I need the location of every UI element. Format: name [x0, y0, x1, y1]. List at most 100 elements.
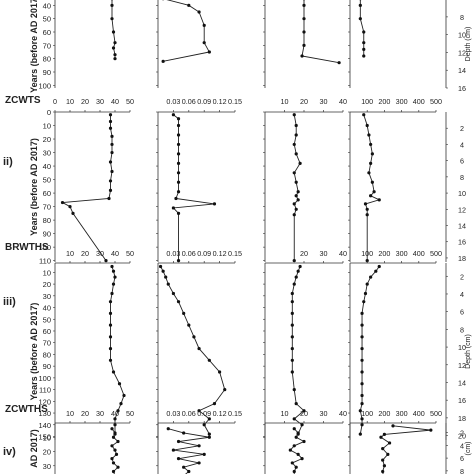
data-point: [110, 134, 114, 138]
data-point: [176, 259, 181, 263]
year-tick-label: 130: [38, 409, 51, 418]
depth-tick-label: 16: [458, 238, 466, 247]
x-tick-label: 300: [396, 249, 408, 258]
data-point: [358, 17, 362, 21]
panel-number: iii): [3, 296, 16, 308]
data-point: [117, 382, 122, 386]
depth-tick-label: 8: [460, 325, 464, 334]
data-point: [171, 113, 175, 117]
data-point: [176, 123, 181, 128]
series-line: [111, 0, 116, 59]
data-point: [296, 198, 300, 202]
data-point: [174, 196, 178, 201]
x-tick-label: 0.12: [213, 249, 227, 258]
depth-tick-label: 8: [460, 467, 464, 474]
data-point: [370, 180, 374, 184]
data-point: [294, 435, 298, 439]
data-point: [381, 447, 385, 451]
data-point: [377, 264, 381, 269]
x-tick-label: 30: [96, 409, 104, 418]
year-tick-label: 10: [43, 268, 51, 277]
series-line: [163, 0, 211, 62]
year-tick-label: 50: [43, 15, 51, 24]
depth-tick-label: 4: [460, 441, 464, 450]
data-point: [207, 417, 211, 421]
x-tick-label: 20: [81, 409, 89, 418]
year-tick-label: 80: [43, 350, 51, 359]
y-axis-title: Years (before AD 2017): [29, 138, 39, 236]
year-tick-label: 40: [43, 1, 51, 10]
panels-layer: Years (before AD 2017) 405060708090100810…: [3, 0, 472, 474]
x-tick-label: 200: [378, 249, 390, 258]
data-point: [290, 358, 294, 362]
year-tick-label: 30: [43, 149, 51, 158]
x-tick-label: 40: [339, 97, 347, 106]
series-line: [359, 0, 365, 56]
year-tick-label: 20: [43, 448, 51, 457]
series-line: [172, 114, 215, 261]
data-point: [379, 435, 383, 439]
data-point: [302, 43, 306, 47]
data-point: [290, 300, 294, 304]
data-point: [108, 335, 113, 339]
x-tick-label: 20: [81, 249, 89, 258]
data-point: [104, 259, 108, 263]
year-tick-label: 90: [43, 362, 51, 371]
data-point: [365, 207, 369, 211]
data-point: [110, 150, 114, 155]
data-point: [360, 402, 364, 406]
data-point: [300, 54, 304, 58]
data-point: [292, 202, 296, 206]
data-point: [182, 431, 186, 435]
data-point: [212, 402, 217, 406]
x-tick-label: 40: [111, 249, 119, 258]
year-tick-label: 50: [43, 176, 51, 185]
x-tick-label: 400: [413, 249, 425, 258]
data-point: [158, 264, 163, 269]
data-point: [292, 417, 296, 421]
y-axis-title: AD 2017): [29, 429, 39, 468]
data-point: [358, 3, 362, 7]
depth-tick-label: 12: [458, 205, 466, 214]
data-point: [360, 323, 364, 327]
data-point: [111, 461, 116, 465]
data-point: [381, 469, 385, 474]
year-tick-label: 60: [43, 327, 51, 336]
data-point: [116, 439, 120, 444]
data-point: [116, 465, 120, 469]
data-point: [113, 423, 117, 427]
x-tick-label: 40: [111, 97, 119, 106]
year-tick-label: 30: [43, 292, 51, 301]
data-point: [302, 439, 306, 444]
data-point: [292, 113, 296, 117]
data-point: [171, 291, 175, 296]
y-axis-title: Years (before AD 2017): [29, 303, 39, 401]
depth-tick-label: 14: [458, 222, 466, 231]
data-point: [176, 142, 181, 147]
data-point: [202, 452, 206, 456]
data-point: [290, 311, 294, 316]
x-tick-label: 30: [96, 97, 104, 106]
depth-tick-label: 10: [458, 343, 466, 352]
x-tick-label: 0.15: [228, 249, 242, 258]
data-point: [207, 432, 211, 436]
year-tick-label: 90: [43, 230, 51, 239]
data-point: [176, 190, 181, 194]
x-tick-label: 30: [320, 97, 328, 106]
data-point: [111, 282, 116, 286]
depth-tick-label: 2: [460, 429, 464, 438]
depth-tick-label: 12: [458, 48, 466, 57]
data-point: [197, 444, 201, 448]
data-point: [176, 152, 181, 156]
data-point: [110, 427, 114, 431]
depth-tick-label: 20: [458, 432, 466, 441]
data-point: [108, 323, 113, 327]
data-point: [360, 417, 364, 421]
data-point: [110, 291, 114, 296]
year-tick-label: 70: [43, 41, 51, 50]
depth-tick-label: 18: [458, 414, 466, 423]
data-point: [292, 427, 296, 431]
data-point: [113, 448, 117, 452]
data-point: [202, 41, 206, 45]
